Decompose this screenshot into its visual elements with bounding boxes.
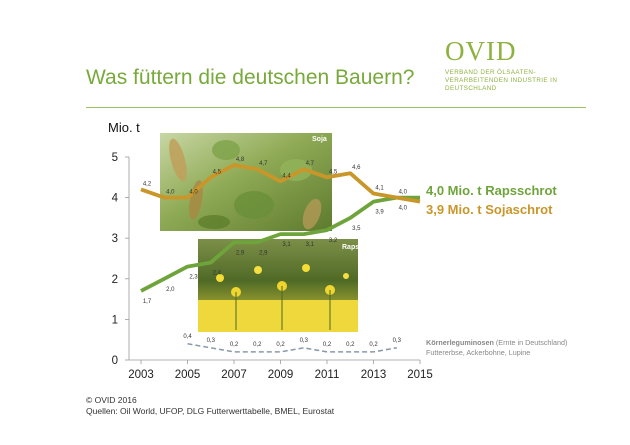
- legumes-series: 0,4 0,3 0,2 0,2 0,2 0,3 0,2 0,2 0,2 0,3: [183, 334, 402, 353]
- soja-photo: Soja: [160, 133, 332, 231]
- legumes-data-label: 0,2: [276, 342, 285, 348]
- legumes-data-label: 0,3: [393, 338, 402, 344]
- soja-data-label: 4,6: [352, 165, 361, 171]
- y-tick-label: 5: [112, 152, 118, 164]
- soja-data-label: 4,7: [259, 161, 268, 167]
- x-tick-labels: 2003 2005 2007 2009 2011 2013 2015: [128, 360, 433, 381]
- legumes-end-label: Körnerleguminosen (Ernte in Deutschland): [426, 338, 567, 347]
- legumes-data-label: 0,2: [230, 342, 239, 348]
- raps-data-label: 2,0: [166, 287, 175, 293]
- y-tick-label: 1: [112, 314, 118, 326]
- raps-data-label: 3,5: [352, 226, 361, 232]
- x-tick-label: 2015: [407, 369, 433, 381]
- legumes-line: [187, 342, 397, 353]
- legumes-data-label: 0,2: [369, 342, 378, 348]
- ovid-logo: OVID VERBAND DER ÖLSAATEN-VERARBEITENDEN…: [445, 38, 595, 93]
- legumes-data-label: 0,2: [323, 342, 332, 348]
- raps-data-label: 3,1: [282, 242, 291, 248]
- soja-end-label: 3,9 Mio. t Sojaschrot: [426, 202, 553, 217]
- legumes-end-label-bold: Körnerleguminosen: [426, 338, 494, 347]
- legumes-data-label: 0,4: [183, 334, 192, 340]
- x-tick-label: 2003: [128, 369, 154, 381]
- x-tick-label: 2009: [268, 369, 294, 381]
- x-tick-label: 2013: [361, 369, 387, 381]
- raps-data-label: 3,9: [375, 210, 384, 216]
- legumes-end-label-2: Futtererbse, Ackerbohne, Lupine: [426, 348, 530, 357]
- page-title: Was füttern die deutschen Bauern?: [86, 66, 415, 89]
- title-divider: [86, 107, 586, 108]
- raps-data-label: 2,4: [213, 271, 222, 277]
- legumes-data-label: 0,3: [300, 338, 309, 344]
- soja-photo-label: Soja: [312, 136, 327, 143]
- soja-data-label: 4,0: [189, 190, 198, 196]
- raps-data-label: 1,7: [143, 299, 152, 305]
- soja-line: [140, 163, 421, 204]
- raps-data-label: 2,9: [236, 250, 245, 256]
- y-tick-label: 2: [112, 274, 118, 286]
- raps-data-label: 2,9: [259, 250, 268, 256]
- legumes-end-label-rest: (Ernte in Deutschland): [494, 338, 568, 347]
- legumes-data-label: 0,3: [207, 338, 216, 344]
- soja-data-label: 4,7: [306, 161, 315, 167]
- soja-data-label: 4,0: [399, 190, 408, 196]
- soja-data-label: 4,0: [166, 190, 175, 196]
- legumes-data-label: 0,2: [253, 342, 262, 348]
- y-tick-labels: 0 1 2 3 4 5: [112, 152, 129, 367]
- soja-data-label: 4,5: [213, 169, 222, 175]
- raps-line: [140, 195, 420, 293]
- soja-data-label: 4,4: [282, 173, 291, 179]
- copyright: © OVID 2016: [86, 395, 137, 405]
- x-tick-label: 2007: [221, 369, 247, 381]
- raps-photo: Raps: [198, 239, 359, 332]
- x-tick-label: 2005: [175, 369, 201, 381]
- y-tick-label: 3: [112, 233, 118, 245]
- y-axis-unit: Mio. t: [108, 120, 140, 135]
- soja-data-label: 4,8: [236, 157, 245, 163]
- y-tick-label: 4: [112, 193, 119, 205]
- raps-data-label: 3,1: [306, 242, 315, 248]
- logo-wordmark: OVID: [445, 36, 517, 66]
- soja-data-label: 4,1: [375, 186, 384, 192]
- legumes-data-label: 0,2: [346, 342, 355, 348]
- x-tick-label: 2011: [315, 369, 340, 381]
- sources: Quellen: Oil World, UFOP, DLG Futterwert…: [86, 406, 335, 416]
- raps-data-label: 4,0: [399, 206, 408, 212]
- raps-data-label: 2,3: [189, 275, 198, 281]
- legend: 4,0 Mio. t Rapsschrot 3,9 Mio. t Sojasch…: [426, 183, 567, 357]
- raps-end-label: 4,0 Mio. t Rapsschrot: [426, 183, 557, 198]
- raps-data-label: 3,2: [329, 238, 338, 244]
- soja-series: 4,2 4,0 4,0 4,5 4,8 4,7 4,4 4,7 4,5 4,6 4,1 4,0: [140, 157, 421, 204]
- y-tick-label: 0: [112, 355, 118, 367]
- logo-tagline: VERBAND DER ÖLSAATEN-VERARBEITENDEN INDU…: [445, 69, 558, 92]
- raps-series: 1,7 2,0 2,3 2,4 2,9 2,9 3,1 3,1 3,2 3,5 3,9 4,0: [140, 195, 420, 305]
- footer: © OVID 2016 Quellen: Oil World, UFOP, DL…: [86, 395, 334, 417]
- soja-data-label: 4,2: [143, 181, 152, 187]
- raps-photo-label: Raps: [342, 244, 359, 251]
- soja-data-label: 4,5: [329, 169, 338, 175]
